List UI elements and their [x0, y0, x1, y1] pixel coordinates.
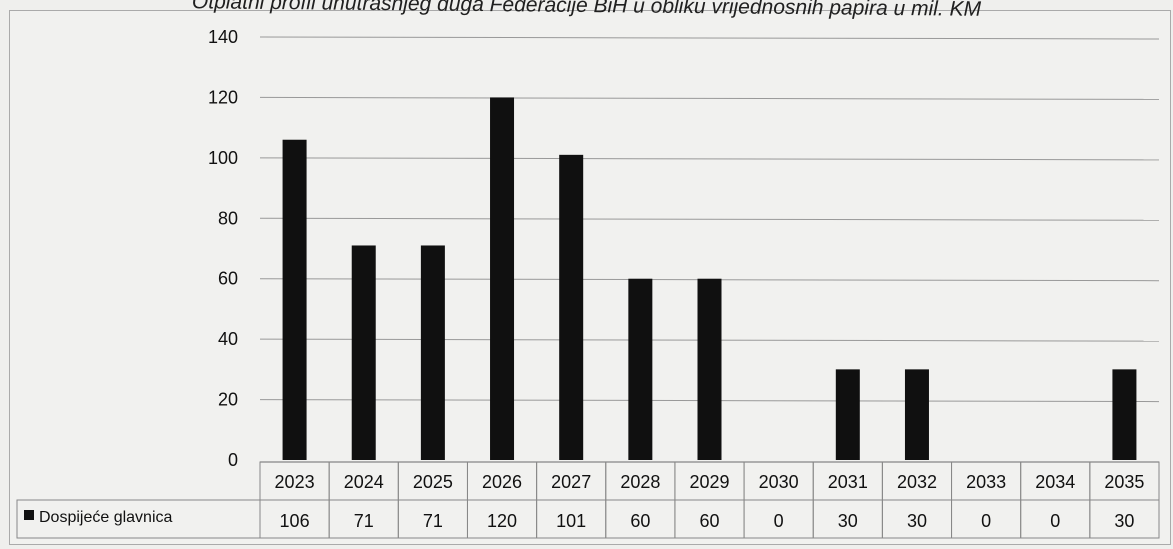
x-tick-label: 2024: [344, 472, 384, 492]
x-tick-label: 2026: [482, 472, 522, 492]
x-tick-label: 2023: [275, 472, 315, 492]
bar-2031: [835, 369, 860, 460]
axis-layer: 0 20 40 60 80 100 120 140: [208, 27, 1159, 470]
y-tick-label: 120: [208, 87, 238, 107]
data-label: 101: [556, 511, 586, 531]
data-label: 0: [981, 511, 991, 531]
data-label: 30: [1114, 511, 1134, 531]
bar-2028: [628, 278, 653, 460]
bar-2024: [351, 245, 376, 460]
y-tick-label: 20: [218, 390, 238, 410]
x-tick-label: 2034: [1035, 472, 1075, 492]
legend-swatch: [24, 510, 34, 520]
y-tick-label: 80: [218, 208, 238, 228]
bar-2032: [904, 369, 929, 460]
x-tick-label: 2033: [966, 472, 1006, 492]
data-label: 120: [487, 511, 517, 531]
value-cell-2035: [1089, 499, 1160, 539]
x-tick-label: 2027: [551, 472, 591, 492]
y-tick-label: 60: [218, 269, 238, 289]
bar-2035: [1112, 369, 1137, 460]
data-label: 60: [699, 511, 719, 531]
gridline-120: [259, 96, 1160, 100]
gridline-100: [259, 157, 1160, 161]
x-tick-label: 2030: [759, 472, 799, 492]
bar-2029: [697, 278, 722, 460]
x-tick-label: 2029: [689, 472, 729, 492]
data-label: 60: [630, 511, 650, 531]
gridline-80: [259, 217, 1160, 221]
x-tick-label: 2031: [828, 472, 868, 492]
data-label: 106: [280, 511, 310, 531]
data-label: 0: [1050, 511, 1060, 531]
x-tick-label: 2032: [897, 472, 937, 492]
x-tick-label: 2025: [413, 472, 453, 492]
data-label: 0: [774, 511, 784, 531]
data-label: 71: [423, 511, 443, 531]
y-tick-label: 0: [228, 450, 238, 470]
bar-2027: [559, 154, 584, 461]
bar-layer: [282, 97, 1137, 461]
x-tick-label: 2035: [1104, 472, 1144, 492]
y-tick-label: 140: [208, 27, 238, 47]
data-table: Dospijeće glavnica 2023 106 2024 71 2025 71 202…: [16, 461, 1160, 539]
gridline-140: [259, 36, 1160, 40]
data-label: 71: [354, 511, 374, 531]
y-tick-label: 40: [218, 329, 238, 349]
bar-2023: [282, 139, 307, 460]
data-label: 30: [838, 511, 858, 531]
x-tick-label: 2028: [620, 472, 660, 492]
bar-2026: [490, 97, 515, 460]
y-tick-label: 100: [208, 148, 238, 168]
data-label: 30: [907, 511, 927, 531]
grid-layer: [259, 36, 1160, 403]
bar-2025: [420, 245, 445, 460]
legend-label: Dospijeće glavnica: [39, 509, 173, 526]
